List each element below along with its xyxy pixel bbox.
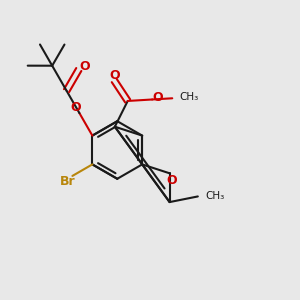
Text: O: O — [166, 174, 177, 187]
Text: O: O — [71, 101, 82, 114]
Text: CH₃: CH₃ — [205, 191, 224, 201]
Text: O: O — [80, 60, 90, 73]
Text: O: O — [153, 91, 163, 104]
Text: Br: Br — [60, 175, 75, 188]
Text: CH₃: CH₃ — [179, 92, 199, 102]
Text: O: O — [109, 70, 119, 83]
